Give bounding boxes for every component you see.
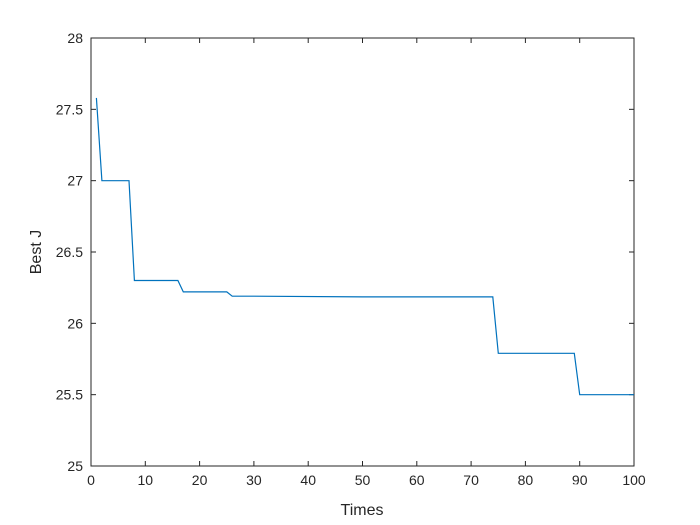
x-tick-label: 40 [300,472,316,488]
x-tick-label: 10 [138,472,154,488]
y-tick-label: 26.5 [56,244,83,260]
watermark: 天天Matlab @稀土掘金技术社区 [562,484,679,521]
watermark-line1: 天天Matlab [588,485,674,504]
x-tick-label: 60 [409,472,425,488]
series-line [95,97,634,396]
y-tick-label: 27.5 [56,101,83,117]
y-tick-label: 25 [67,458,83,474]
plot-area [90,37,635,467]
y-tick-label: 26 [67,315,83,331]
y-tick-label: 28 [67,30,83,46]
wechat-icon [565,484,585,504]
x-tick-label: 70 [463,472,479,488]
x-tick-label: 20 [192,472,208,488]
x-tick-label: 30 [246,472,262,488]
y-tick-label: 25.5 [56,387,83,403]
watermark-line2: @稀土掘金技术社区 [562,505,679,521]
x-tick-label: 0 [87,472,95,488]
x-tick-label: 80 [518,472,534,488]
y-tick-label: 27 [67,173,83,189]
ticks: 0 10 20 30 40 50 60 70 80 90 100 25 25.5 26 26.5 27 27.5… [56,30,646,488]
x-tick-label: 50 [355,472,371,488]
x-tick-label: 100 [622,472,646,488]
y-axis-label: Best J [28,230,45,274]
x-axis-label: Times [341,502,384,519]
x-tick-label: 90 [572,472,588,488]
